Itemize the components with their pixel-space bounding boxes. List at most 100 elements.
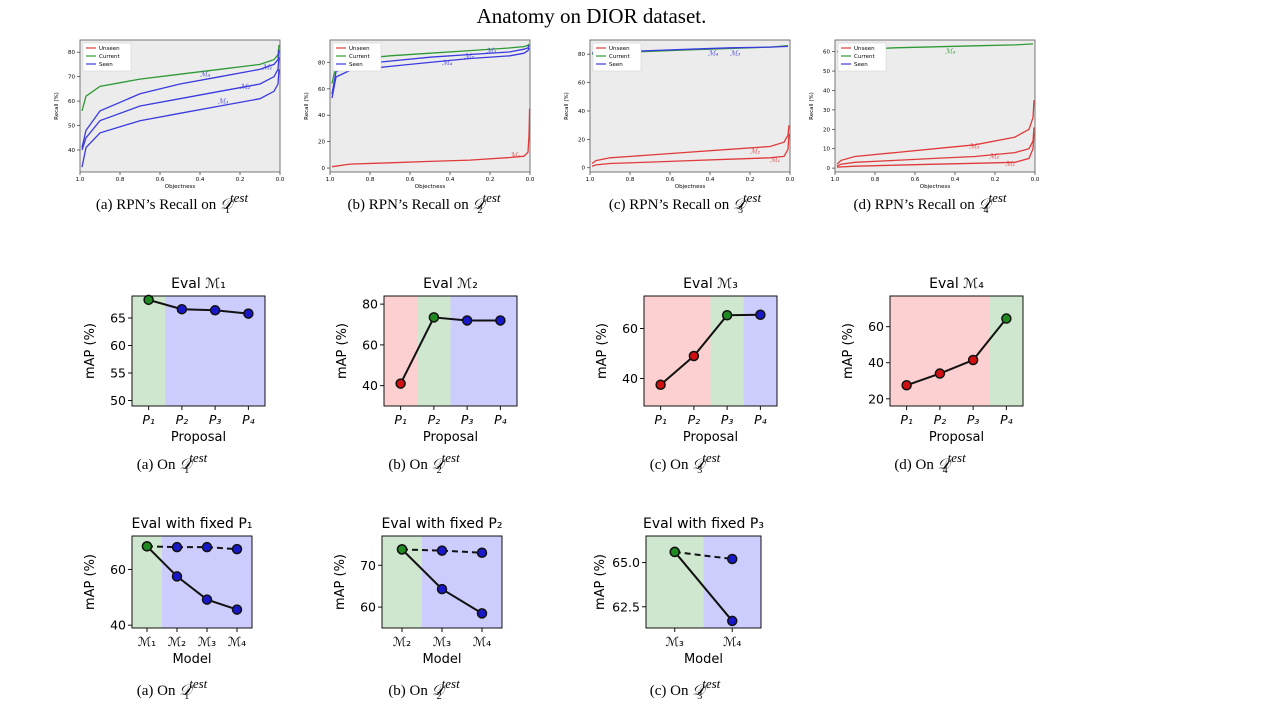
x-tick-label: 0.8 xyxy=(116,177,125,183)
x-axis-label: Model xyxy=(684,652,723,667)
x-tick-label: ℳ₃ xyxy=(666,634,684,649)
series-line xyxy=(148,298,249,315)
y-axis-label: mAP (%) xyxy=(593,554,608,610)
recall-2-svg: 0 20 40 60 80 1.0 0.8 0.6 0.4 0.2 0.0 Objectness Rec… xyxy=(304,39,535,190)
recall-chart-1: 40 50 60 70 80 1.0 0.8 0.6 0.4 0.2 0.0 Objectness Re… xyxy=(50,36,290,198)
y-axis-label: mAP (%) xyxy=(83,554,98,610)
y-axis-label: Recall (%) xyxy=(564,92,570,120)
y-tick-label: 70 xyxy=(68,75,75,81)
data-point xyxy=(201,541,213,553)
x-tick-label: ℳ₄ xyxy=(473,634,491,649)
legend-label: Unseen xyxy=(349,46,370,52)
x-tick-label: 0.0 xyxy=(526,177,535,183)
y-tick-label: 60 xyxy=(362,337,378,352)
x-tick-label: 0.2 xyxy=(486,177,495,183)
y-tick-label: 50 xyxy=(110,393,126,408)
x-tick-label: P₃ xyxy=(967,412,980,427)
data-point xyxy=(209,305,221,316)
data-point xyxy=(727,615,738,627)
caption-recall-1: (a) RPN’s Recall on 𝒟1test xyxy=(95,190,249,216)
x-tick-label: 0.4 xyxy=(446,177,455,183)
region-blue xyxy=(450,296,485,406)
legend: Unseen Current Seen xyxy=(592,42,642,72)
caption-eval-3: (c) On 𝒟3test xyxy=(649,450,721,476)
data-point xyxy=(201,594,213,605)
y-axis-label: Recall (%) xyxy=(54,92,60,120)
x-tick-label: P₄ xyxy=(242,412,255,427)
x-tick-label: 0.6 xyxy=(406,177,415,183)
plot-frame xyxy=(645,535,762,629)
series-line-seen xyxy=(331,47,530,99)
fixed-chart-1: Eval with fixed P₁ 40 60 ℳ₁ ℳ₂ ℳ₃ ℳ₄ Model mAP (… xyxy=(80,508,280,680)
x-axis-label: Model xyxy=(172,652,211,667)
eval-2-svg: Eval ℳ₂ 40 60 80 P₁ P₂ P₃ P₄ Proposal mAP (%) xyxy=(335,276,518,445)
x-tick-label: P₁ xyxy=(394,412,407,427)
x-tick-label: 0.4 xyxy=(951,177,960,183)
x-tick-label: 0.6 xyxy=(911,177,920,183)
legend-label: Current xyxy=(349,54,371,60)
y-tick-label: 40 xyxy=(68,148,75,154)
x-tick-label: P₁ xyxy=(654,412,667,427)
x-tick-label: 0.8 xyxy=(871,177,880,183)
data-point xyxy=(755,309,766,320)
caption-recall-2: (b) RPN’s Recall on 𝒟2test xyxy=(347,190,501,216)
data-point xyxy=(396,544,408,555)
y-tick-label: 30 xyxy=(823,108,830,114)
curve-annotation: ℳ₂ xyxy=(989,152,999,160)
eval-3-svg: Eval ℳ₃ 40 60 P₁ P₂ P₃ P₄ Proposal mAP (%) xyxy=(595,276,778,445)
legend-label: Seen xyxy=(99,62,113,68)
series-line-seen xyxy=(81,57,280,151)
x-tick-label: P₃ xyxy=(721,412,734,427)
x-tick-label: P₁ xyxy=(142,412,155,427)
x-tick-label: 0.4 xyxy=(196,177,205,183)
y-tick-label: 40 xyxy=(110,618,126,633)
x-tick-label: P₂ xyxy=(176,412,189,427)
region-green xyxy=(132,296,166,406)
y-tick-label: 65.0 xyxy=(612,555,640,570)
chart-title: Eval with fixed P₂ xyxy=(382,516,503,532)
series-line-seen xyxy=(81,69,280,168)
region-green xyxy=(989,296,1024,406)
series-line-unseen xyxy=(836,127,1035,167)
curve-annotation: ℳ₁ xyxy=(770,156,780,164)
legend-label: Current xyxy=(854,54,876,60)
fixed-1-svg: Eval with fixed P₁ 40 60 ℳ₁ ℳ₂ ℳ₃ ℳ₄ Model mAP (… xyxy=(83,516,253,667)
y-tick-label: 60 xyxy=(868,319,884,334)
chart-title: Eval ℳ₄ xyxy=(929,276,984,292)
curve-annotation: ℳ₁ xyxy=(1005,160,1015,168)
x-tick-label: 0.0 xyxy=(276,177,285,183)
fixed-chart-2: Eval with fixed P₂ 60 70 ℳ₂ ℳ₃ ℳ₄ Model mAP (%) xyxy=(330,508,530,680)
x-axis-label: Proposal xyxy=(423,430,478,445)
plot-frame xyxy=(643,295,778,407)
x-tick-label: 1.0 xyxy=(586,177,595,183)
x-tick-label: 0.6 xyxy=(666,177,675,183)
recall-chart-3: 0 20 40 60 80 1.0 0.8 0.6 0.4 0.2 0.0 Objectness Rec… xyxy=(560,36,800,198)
curve-annotation: ℳ₄ xyxy=(200,71,210,79)
y-axis-label: mAP (%) xyxy=(333,554,348,610)
caption-recall-4: (d) RPN’s Recall on 𝒟4test xyxy=(853,190,1007,216)
x-axis-label: Objectness xyxy=(675,184,706,190)
data-point xyxy=(436,583,448,595)
x-axis-label: Model xyxy=(422,652,461,667)
x-tick-label: P₃ xyxy=(461,412,474,427)
curve-annotation: ℳ₄ xyxy=(442,59,452,67)
x-tick-label: P₃ xyxy=(209,412,222,427)
y-tick-label: 80 xyxy=(68,50,75,56)
curve-annotation: ℳ₃ xyxy=(218,98,228,106)
x-axis-label: Objectness xyxy=(415,184,446,190)
y-tick-label: 40 xyxy=(823,88,830,94)
y-tick-label: 60 xyxy=(622,321,638,336)
data-point xyxy=(231,543,243,555)
plot-area xyxy=(834,39,1036,173)
y-tick-label: 10 xyxy=(823,147,830,153)
x-tick-label: 1.0 xyxy=(326,177,335,183)
legend: Unseen Current Seen xyxy=(332,42,382,72)
region-blue xyxy=(703,536,762,628)
caption-eval-4: (d) On 𝒟4test xyxy=(894,450,966,476)
chart-title: Eval with fixed P₁ xyxy=(132,516,253,532)
eval-1-svg: Eval ℳ₁ 50 55 60 65 P₁ P₂ P₃ P₄ Proposal mAP (%) xyxy=(83,276,266,445)
y-tick-label: 40 xyxy=(578,109,585,115)
data-point xyxy=(141,541,153,552)
legend-label: Current xyxy=(99,54,121,60)
